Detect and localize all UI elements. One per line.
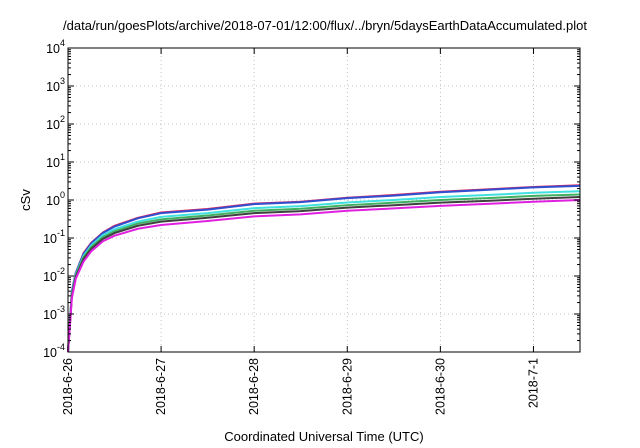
x-tick-label: 2018-6-27: [154, 358, 168, 415]
series-line-4: [67, 193, 581, 353]
x-tick-labels: 2018-6-26 2018-6-27 2018-6-28 2018-6-29 2018…: [61, 358, 540, 415]
y-tick-label: 10-2: [43, 266, 65, 284]
y-tick-label: 102: [46, 114, 65, 132]
y-tick-label: 101: [46, 152, 65, 170]
x-axis-label: Coordinated Universal Time (UTC): [224, 429, 423, 444]
y-tick-label: 10-1: [43, 228, 65, 246]
series-line-6: [67, 199, 581, 353]
axis-ticks: [67, 47, 580, 353]
y-tick-label: 100: [46, 190, 65, 208]
chart-title: /data/run/goesPlots/archive/2018-07-01/1…: [63, 18, 587, 33]
y-tick-labels: 10-4 10-3 10-2 10-1 100 101 102 103 104: [43, 38, 65, 360]
x-tick-label: 2018-6-29: [340, 358, 354, 415]
x-tick-label: 2018-7-1: [526, 358, 540, 408]
x-tick-label: 2018-6-26: [61, 358, 75, 415]
y-tick-label: 10-3: [43, 304, 65, 322]
y-tick-label: 104: [46, 38, 65, 56]
series-line-2: [67, 184, 581, 353]
plot-series: [67, 184, 581, 353]
y-tick-label: 10-4: [43, 342, 65, 360]
y-axis-label: cSv: [18, 189, 33, 211]
x-tick-label: 2018-6-28: [247, 358, 261, 415]
x-tick-label: 2018-6-30: [433, 358, 447, 415]
y-tick-label: 103: [46, 76, 65, 94]
